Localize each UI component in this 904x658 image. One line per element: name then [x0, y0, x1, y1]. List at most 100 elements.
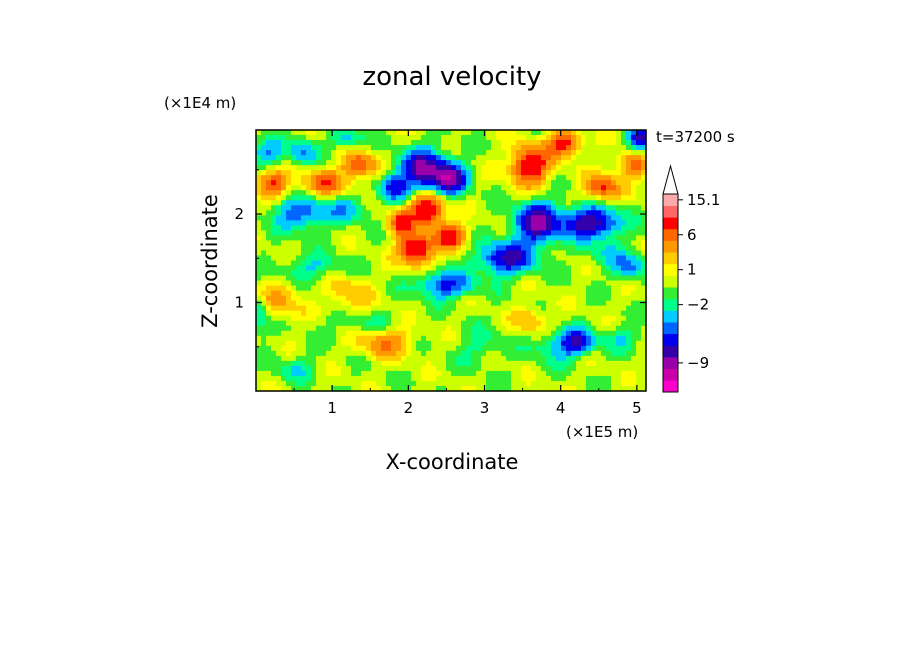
heatmap-cell: [361, 140, 367, 146]
heatmap-cell: [586, 325, 592, 332]
heatmap-cell: [291, 235, 297, 242]
heatmap-cell: [336, 320, 342, 327]
heatmap-cell: [631, 210, 637, 216]
heatmap-cell: [366, 220, 372, 226]
heatmap-cell: [441, 185, 447, 191]
heatmap-cell: [516, 245, 522, 252]
heatmap-cell: [496, 370, 502, 377]
heatmap-cell: [461, 325, 467, 332]
heatmap-cell: [401, 170, 407, 176]
heatmap-cell: [391, 380, 397, 387]
heatmap-cell: [426, 255, 432, 262]
heatmap-cell: [361, 325, 367, 332]
heatmap-cell: [271, 165, 277, 171]
heatmap-cell: [506, 195, 512, 201]
heatmap-cell: [481, 150, 487, 156]
heatmap-cell: [341, 175, 347, 181]
heatmap-cell: [351, 300, 357, 307]
heatmap-cell: [566, 210, 572, 216]
heatmap-cell: [641, 270, 647, 277]
heatmap-cell: [611, 350, 617, 357]
heatmap-cell: [411, 340, 417, 347]
heatmap-cell: [396, 385, 402, 392]
heatmap-cell: [461, 160, 467, 166]
heatmap-cell: [256, 335, 262, 342]
heatmap-cell: [346, 190, 352, 196]
heatmap-cell: [411, 360, 417, 367]
heatmap-cell: [281, 220, 287, 226]
heatmap-cell: [321, 355, 327, 362]
heatmap-cell: [606, 210, 612, 216]
heatmap-cell: [576, 340, 582, 347]
heatmap-cell: [591, 175, 597, 181]
heatmap-cell: [461, 240, 467, 247]
heatmap-cell: [526, 355, 532, 362]
heatmap-cell: [366, 340, 372, 347]
heatmap-cell: [256, 200, 262, 206]
heatmap-cell: [516, 205, 522, 211]
heatmap-cell: [306, 230, 312, 236]
heatmap-cell: [516, 275, 522, 282]
heatmap-cell: [266, 330, 272, 337]
heatmap-cell: [536, 320, 542, 327]
heatmap-cell: [456, 150, 462, 156]
heatmap-cell: [286, 150, 292, 156]
heatmap-cell: [386, 355, 392, 362]
heatmap-cell: [461, 350, 467, 357]
heatmap-cell: [641, 225, 647, 231]
heatmap-cell: [281, 300, 287, 307]
heatmap-cell: [591, 225, 597, 231]
heatmap-cell: [456, 245, 462, 252]
heatmap-cell: [326, 305, 332, 312]
heatmap-cell: [301, 300, 307, 307]
heatmap-cell: [541, 130, 547, 136]
heatmap-cell: [591, 185, 597, 191]
heatmap-cell: [421, 270, 427, 277]
heatmap-cell: [581, 315, 587, 322]
heatmap-cell: [601, 290, 607, 297]
heatmap-cell: [356, 160, 362, 166]
heatmap-cell: [346, 255, 352, 262]
heatmap-cell: [356, 260, 362, 267]
heatmap-cell: [261, 380, 267, 387]
heatmap-cell: [351, 360, 357, 367]
heatmap-cell: [566, 180, 572, 186]
heatmap-cell: [541, 150, 547, 156]
heatmap-cell: [411, 225, 417, 231]
heatmap-cell: [596, 190, 602, 196]
heatmap-cell: [591, 330, 597, 337]
heatmap-cell: [386, 315, 392, 322]
heatmap-cell: [441, 150, 447, 156]
heatmap-cell: [506, 230, 512, 236]
heatmap-cell: [291, 305, 297, 312]
heatmap-cell: [541, 135, 547, 141]
heatmap-cell: [616, 335, 622, 342]
heatmap-cell: [506, 295, 512, 302]
heatmap-cell: [626, 385, 632, 392]
heatmap-cell: [561, 185, 567, 191]
heatmap-cell: [281, 235, 287, 242]
heatmap-cell: [331, 225, 337, 231]
heatmap-cell: [571, 145, 577, 151]
heatmap-cell: [621, 320, 627, 327]
heatmap-cell: [556, 195, 562, 201]
heatmap-cell: [526, 140, 532, 146]
heatmap-cell: [411, 300, 417, 307]
heatmap-cell: [446, 155, 452, 161]
heatmap-cell: [311, 135, 317, 141]
heatmap-cell: [376, 370, 382, 377]
heatmap-cell: [506, 225, 512, 231]
heatmap-cell: [396, 225, 402, 231]
heatmap-cell: [401, 240, 407, 247]
heatmap-cell: [561, 230, 567, 236]
heatmap-cell: [331, 335, 337, 342]
heatmap-cell: [561, 290, 567, 297]
heatmap-cell: [626, 165, 632, 171]
heatmap-cell: [301, 320, 307, 327]
heatmap-cell: [401, 145, 407, 151]
heatmap-cell: [601, 245, 607, 252]
heatmap-cell: [326, 170, 332, 176]
heatmap-cell: [476, 135, 482, 141]
heatmap-cell: [606, 205, 612, 211]
heatmap-cell: [531, 270, 537, 277]
